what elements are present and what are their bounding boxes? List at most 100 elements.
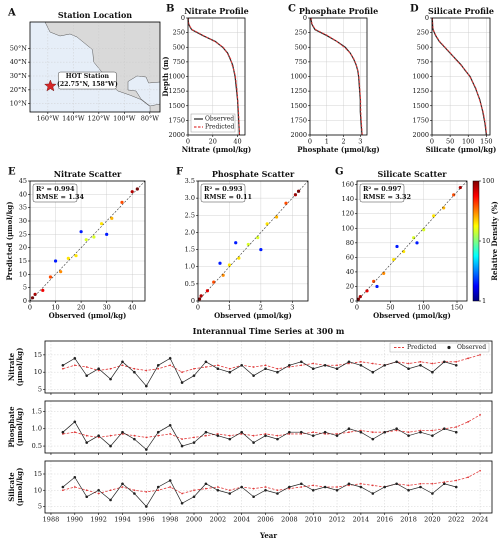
series-point — [85, 434, 88, 437]
series-point — [324, 433, 327, 435]
series-line — [62, 414, 481, 440]
series-point — [252, 495, 255, 499]
series-point — [204, 482, 208, 486]
x-tick-label: 3 — [358, 138, 362, 146]
y-axis-label: Predicted (μmol/kg) — [5, 201, 14, 280]
series-point — [479, 469, 481, 472]
y-tick-label: 45 — [19, 177, 27, 185]
y-tick-label: 20 — [19, 244, 27, 252]
annotation: R² = 0.994 — [36, 185, 75, 193]
colorbar-tick-label: 10 — [482, 237, 490, 245]
series-point — [85, 495, 89, 499]
series-point — [169, 486, 172, 488]
series-point — [181, 492, 183, 495]
scatter-point — [79, 230, 83, 234]
series-point — [228, 434, 231, 437]
series-point — [454, 363, 458, 367]
series-point — [61, 489, 64, 492]
series-point — [216, 486, 219, 488]
x-axis-label: Year — [259, 531, 277, 540]
series-point — [264, 486, 267, 488]
y-tick-label: 2000 — [412, 131, 429, 139]
legend-swatch — [447, 345, 451, 350]
x-tick-label: 20 — [209, 138, 217, 146]
y-tick-label: 3.5 — [185, 177, 195, 185]
series-point — [323, 430, 327, 434]
series-point — [371, 362, 374, 365]
y-tick-label: 30 — [19, 217, 27, 225]
series-point — [97, 488, 100, 492]
series-point — [359, 482, 362, 485]
series-point — [407, 484, 410, 487]
series-point — [169, 433, 172, 435]
x-axis-label: Phosphate (μmol/kg) — [297, 145, 379, 154]
series-point — [467, 476, 470, 479]
series-point — [133, 367, 136, 370]
scatter-point — [30, 296, 35, 300]
scatter-point — [99, 222, 104, 226]
series-point — [407, 362, 410, 365]
series-point — [288, 485, 291, 489]
scatter-point — [358, 295, 362, 299]
profile-line — [310, 17, 363, 136]
series-point — [443, 427, 446, 431]
series-point — [288, 363, 291, 367]
panel-title: Nitrate Profile — [184, 6, 249, 16]
annotation: R² = 0.997 — [363, 185, 402, 193]
y-tick-label: 0 — [425, 14, 429, 22]
series-point — [312, 484, 315, 487]
x-tick-label: 1 — [227, 304, 231, 312]
series-point — [61, 367, 64, 370]
axes-frame — [356, 180, 468, 302]
series-point — [85, 489, 88, 492]
axes-frame — [44, 340, 493, 394]
series-point — [359, 430, 363, 434]
series-point — [240, 363, 243, 367]
series-point — [73, 486, 76, 488]
series-point — [97, 369, 100, 372]
y-tick-label: 15 — [34, 470, 42, 478]
series-point — [443, 360, 446, 364]
scatter-point — [256, 235, 260, 240]
axes-frame — [197, 180, 309, 302]
series-point — [216, 433, 219, 435]
y-tick-label: 10°N — [10, 100, 28, 108]
x-tick-label: 1994 — [114, 516, 131, 524]
series-point — [395, 482, 398, 486]
y-tick-label: 1500 — [168, 102, 185, 110]
x-tick-label: 2 — [341, 138, 345, 146]
series-point — [204, 360, 208, 364]
series-point — [455, 360, 458, 363]
y-tick-label: 0 — [303, 14, 307, 22]
series-point — [455, 479, 458, 482]
series-point — [228, 492, 232, 495]
y-tick-label: 2.5 — [185, 211, 195, 219]
series-point — [300, 364, 303, 367]
series-point — [156, 363, 160, 367]
series-point — [312, 362, 315, 365]
series-point — [73, 364, 76, 367]
panel-title: Silicate Scatter — [377, 169, 447, 179]
x-tick-label: 100 — [417, 304, 429, 312]
series-point — [157, 434, 160, 437]
series-point — [371, 431, 374, 434]
scatter-point — [432, 214, 436, 218]
profile-line — [431, 17, 488, 136]
x-tick-label: 0 — [308, 138, 312, 146]
series-point — [276, 367, 279, 370]
series-point — [311, 488, 315, 492]
series-point — [145, 436, 148, 439]
colorbar-tick-label: 1 — [482, 297, 486, 305]
x-tick-label: 3 — [290, 304, 294, 312]
scatter-point — [105, 232, 109, 236]
gulf — [127, 75, 160, 107]
station-marker — [44, 79, 57, 92]
series-point — [145, 490, 148, 493]
y-tick-label: 40 — [19, 190, 27, 198]
y-tick-label: 25 — [19, 230, 27, 238]
y-tick-label: 120 — [342, 210, 354, 218]
series-point — [193, 436, 195, 439]
series-point — [407, 434, 410, 437]
y-axis-label: Nitrate — [7, 352, 16, 381]
y-tick-label: 0 — [350, 297, 354, 305]
